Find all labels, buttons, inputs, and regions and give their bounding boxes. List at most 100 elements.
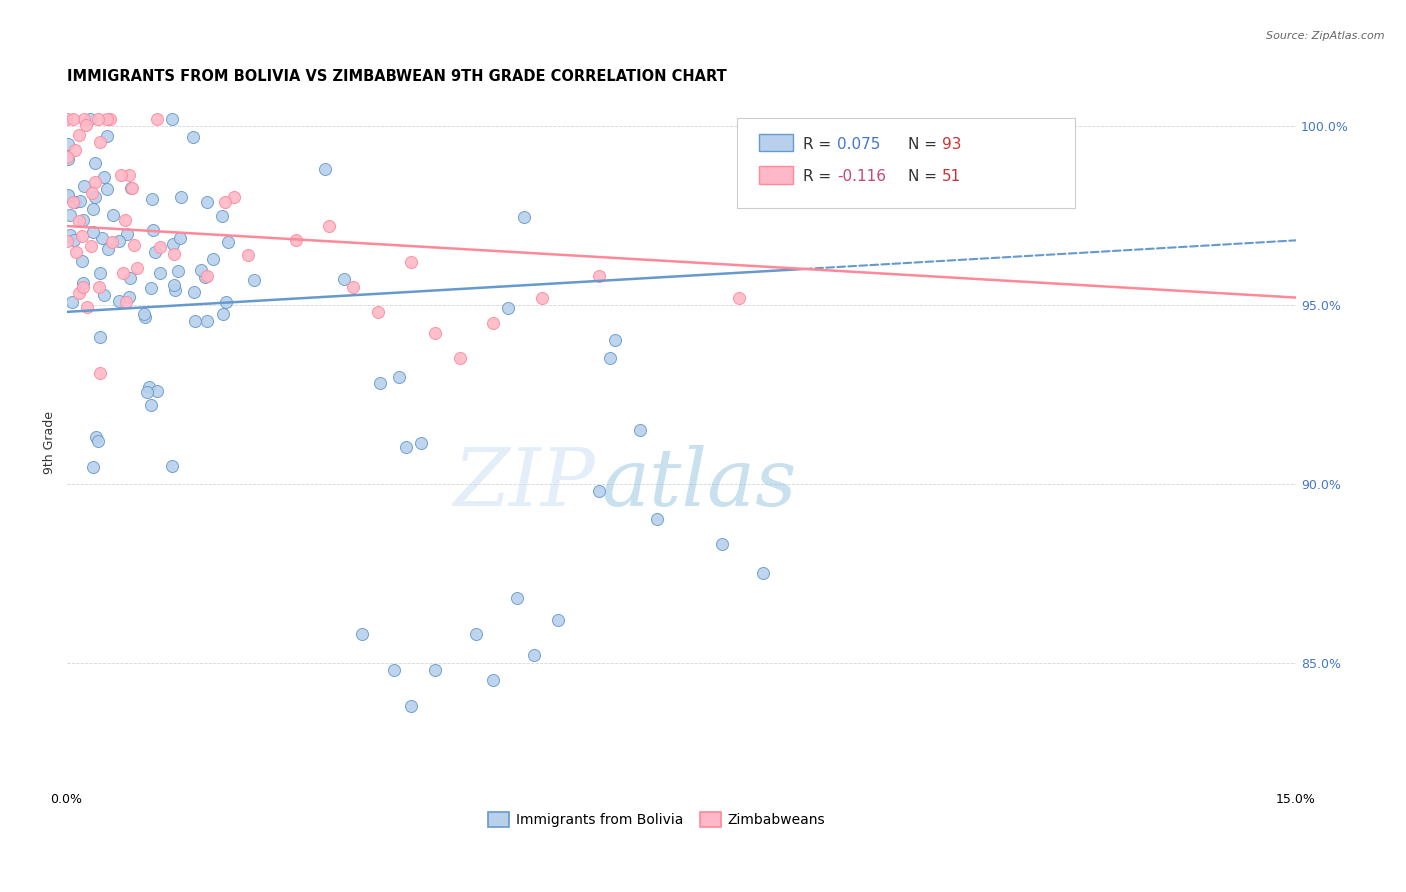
Point — [82, 460, 104, 475]
Point — [165, 284, 187, 298]
Point — [114, 295, 136, 310]
Point — [160, 112, 183, 126]
Point — [212, 307, 235, 321]
Point — [167, 264, 190, 278]
Point — [107, 294, 129, 309]
Point — [93, 287, 115, 301]
Text: atlas: atlas — [602, 445, 797, 523]
Point — [96, 129, 118, 144]
Point — [149, 240, 172, 254]
Text: ZIP: ZIP — [454, 445, 595, 523]
Point — [163, 278, 186, 293]
Point — [117, 227, 139, 242]
Point — [399, 254, 422, 268]
Point — [506, 591, 529, 606]
Point — [342, 280, 364, 294]
Point — [211, 209, 233, 223]
Point — [127, 260, 149, 275]
Point — [112, 266, 135, 280]
Point — [120, 181, 142, 195]
Text: 51: 51 — [942, 169, 962, 184]
Point — [183, 130, 205, 145]
Point — [84, 175, 107, 189]
Point — [56, 234, 79, 248]
Point — [163, 246, 186, 260]
Point — [215, 295, 238, 310]
Point — [236, 248, 259, 262]
Point — [82, 202, 104, 216]
Point — [146, 112, 169, 126]
Point — [72, 179, 94, 194]
Text: 93: 93 — [942, 136, 962, 152]
Point — [588, 269, 610, 284]
Point — [132, 307, 155, 321]
Point — [84, 190, 107, 204]
Point — [56, 150, 79, 164]
Point — [399, 698, 422, 713]
Point — [603, 333, 626, 347]
Point — [67, 128, 90, 143]
Point — [63, 143, 86, 157]
Point — [62, 195, 84, 210]
Point — [332, 272, 354, 286]
Point — [82, 186, 104, 200]
Text: R =: R = — [803, 169, 837, 184]
Point — [84, 155, 107, 169]
Point — [89, 366, 111, 380]
Point — [146, 384, 169, 398]
Point — [217, 235, 239, 250]
Point — [76, 118, 98, 132]
Point — [318, 219, 340, 233]
Point — [143, 245, 166, 260]
Point — [314, 161, 336, 176]
Point — [138, 379, 160, 393]
Point — [63, 194, 86, 209]
Point — [368, 376, 391, 391]
Text: N =: N = — [907, 136, 942, 152]
Point — [184, 313, 207, 327]
Point — [82, 225, 104, 239]
Point — [141, 398, 163, 412]
Point — [285, 233, 308, 247]
Text: -0.116: -0.116 — [838, 169, 886, 184]
Point — [134, 310, 156, 325]
Point — [118, 290, 141, 304]
Point — [63, 232, 86, 246]
Point — [100, 235, 122, 250]
Point — [118, 270, 141, 285]
Point — [160, 458, 183, 473]
Point — [100, 112, 122, 126]
Point — [67, 286, 90, 301]
Point — [65, 244, 87, 259]
Point — [89, 329, 111, 343]
Point — [59, 208, 82, 222]
Point — [222, 189, 245, 203]
Text: IMMIGRANTS FROM BOLIVIA VS ZIMBABWEAN 9TH GRADE CORRELATION CHART: IMMIGRANTS FROM BOLIVIA VS ZIMBABWEAN 9T… — [66, 69, 727, 84]
Point — [124, 238, 146, 252]
Point — [76, 300, 98, 314]
Point — [162, 237, 184, 252]
Point — [56, 188, 79, 202]
Point — [60, 294, 83, 309]
Point — [80, 239, 103, 253]
Point — [599, 351, 621, 366]
FancyBboxPatch shape — [759, 166, 793, 184]
Point — [87, 280, 110, 294]
Y-axis label: 9th Grade: 9th Grade — [44, 411, 56, 474]
Point — [169, 231, 191, 245]
Point — [588, 483, 610, 498]
Point — [195, 314, 218, 328]
Point — [56, 137, 79, 152]
Point — [97, 242, 120, 256]
Text: 0.075: 0.075 — [838, 136, 880, 152]
Point — [384, 663, 406, 677]
Point — [67, 213, 90, 227]
Point — [101, 208, 124, 222]
Point — [89, 266, 111, 280]
Point — [465, 627, 488, 641]
Point — [56, 189, 79, 203]
Point — [481, 673, 503, 688]
Point — [425, 663, 447, 677]
Point — [93, 170, 115, 185]
Point — [752, 566, 775, 581]
